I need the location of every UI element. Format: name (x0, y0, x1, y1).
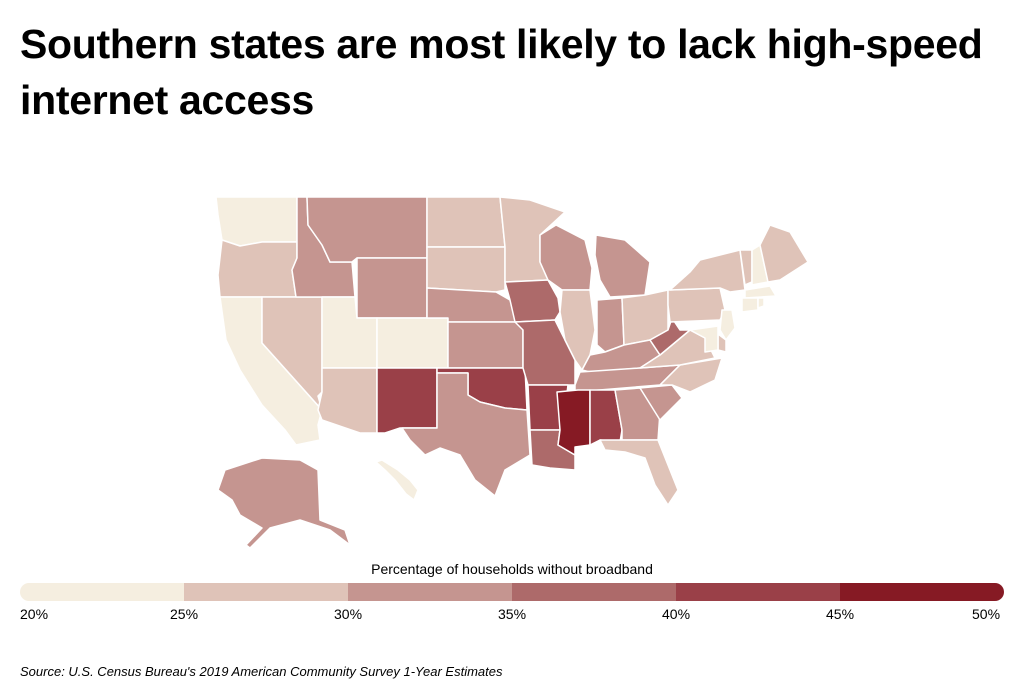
state-ny (669, 249, 746, 293)
legend-swatch-2 (348, 583, 512, 601)
legend-tick-label: 30% (334, 606, 363, 622)
legend-swatch-4 (676, 583, 840, 601)
state-co (376, 317, 449, 369)
state-nd (426, 196, 506, 248)
state-sc (639, 384, 683, 421)
legend-swatch-3 (512, 583, 676, 601)
state-ct (741, 297, 759, 313)
state-wy (356, 257, 428, 319)
state-wv (649, 317, 691, 356)
legend-color-bar (20, 583, 1004, 601)
state-az (317, 367, 378, 434)
state-me (759, 224, 809, 283)
legend-tick-label: 50% (972, 606, 1001, 622)
legend-swatch-5 (840, 583, 1004, 601)
state-ms (556, 389, 591, 456)
state-md (689, 325, 719, 353)
state-hi (375, 459, 419, 501)
legend-tick-label: 40% (662, 606, 691, 622)
legend-swatch-1 (184, 583, 348, 601)
legend-title: Percentage of households without broadba… (371, 561, 653, 577)
state-or (217, 239, 298, 298)
state-wa (215, 196, 298, 247)
state-mo (514, 319, 576, 386)
chart-title: Southern states are most likely to lack … (20, 21, 983, 123)
legend-tick-label: 25% (170, 606, 199, 622)
state-ri (757, 297, 765, 309)
state-wi (539, 224, 593, 291)
state-ia (504, 279, 561, 323)
legend-tick-label: 45% (826, 606, 855, 622)
state-sd (426, 246, 506, 293)
state-nj (719, 309, 736, 341)
state-pa (667, 287, 726, 323)
state-ma (744, 285, 777, 299)
legend-tick-label: 20% (20, 606, 49, 622)
legend-tick-label: 35% (498, 606, 527, 622)
state-ne (426, 287, 519, 323)
state-nm (376, 367, 438, 434)
state-tx (401, 372, 531, 497)
state-nh (751, 244, 769, 286)
state-fl (599, 439, 679, 506)
state-in (596, 297, 625, 353)
legend-swatch-0 (20, 583, 184, 601)
state-ks (447, 321, 524, 369)
state-ak (217, 457, 351, 549)
source-note: Source: U.S. Census Bureau's 2019 Americ… (20, 664, 503, 679)
state-mi (594, 234, 651, 298)
state-mt (306, 196, 428, 263)
